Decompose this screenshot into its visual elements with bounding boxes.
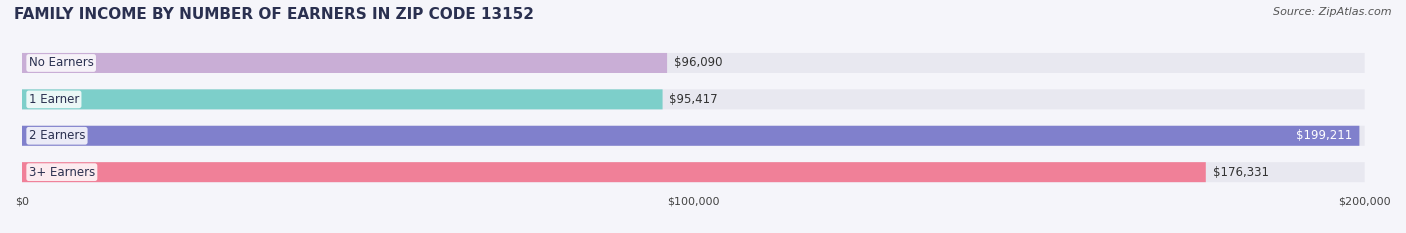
Text: Source: ZipAtlas.com: Source: ZipAtlas.com <box>1274 7 1392 17</box>
Text: 2 Earners: 2 Earners <box>28 129 86 142</box>
FancyBboxPatch shape <box>22 89 662 109</box>
Text: FAMILY INCOME BY NUMBER OF EARNERS IN ZIP CODE 13152: FAMILY INCOME BY NUMBER OF EARNERS IN ZI… <box>14 7 534 22</box>
FancyBboxPatch shape <box>22 126 1365 146</box>
Text: 1 Earner: 1 Earner <box>28 93 79 106</box>
FancyBboxPatch shape <box>22 162 1206 182</box>
FancyBboxPatch shape <box>22 126 1360 146</box>
FancyBboxPatch shape <box>22 162 1365 182</box>
Text: $199,211: $199,211 <box>1296 129 1353 142</box>
FancyBboxPatch shape <box>22 53 1365 73</box>
Text: $176,331: $176,331 <box>1212 166 1268 179</box>
Text: $96,090: $96,090 <box>673 56 723 69</box>
FancyBboxPatch shape <box>22 53 666 73</box>
FancyBboxPatch shape <box>22 89 1365 109</box>
Text: 3+ Earners: 3+ Earners <box>28 166 96 179</box>
Text: No Earners: No Earners <box>28 56 94 69</box>
Text: $95,417: $95,417 <box>669 93 718 106</box>
